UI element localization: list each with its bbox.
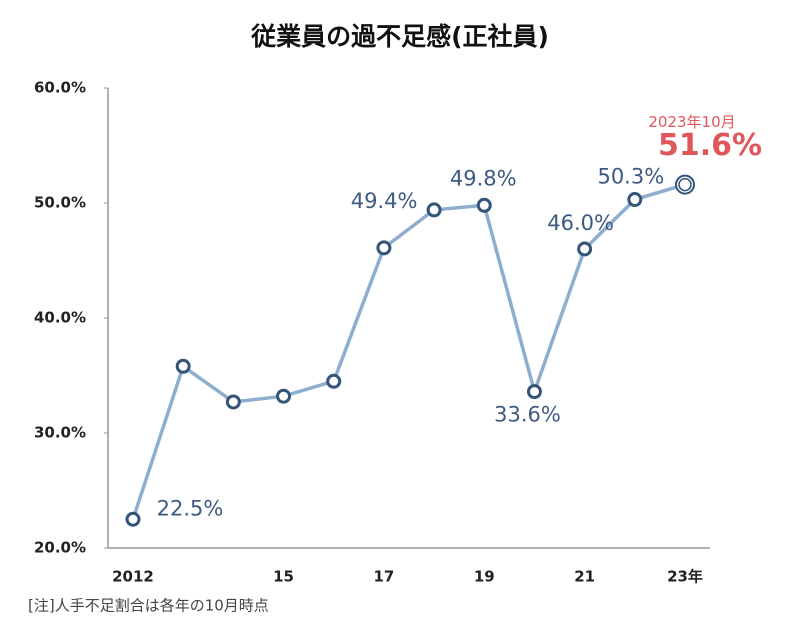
value-label: 51.6% [658,128,762,163]
point [426,202,442,218]
point [276,388,292,404]
point [376,240,392,256]
x-tick-label: 19 [474,568,495,586]
point [175,358,191,374]
y-tick-label: 40.0% [34,309,86,327]
chart-title: 従業員の過不足感(正社員) [250,22,549,51]
point [627,192,643,208]
point [326,373,342,389]
value-label: 22.5% [157,496,224,520]
value-label: 33.6% [494,403,561,427]
x-tick-label: 21 [574,568,595,586]
x-tick-label: 17 [373,568,394,586]
y-tick-label: 50.0% [34,194,86,212]
point [476,197,492,213]
line [131,182,686,520]
value-label: 49.8% [450,166,517,190]
y-tick-label: 20.0% [34,539,86,557]
value-label: 49.4% [351,189,418,213]
annotation: 2023年10月 [648,113,735,131]
point [125,511,141,527]
value-label: 46.0% [547,211,614,235]
point [577,241,593,257]
y-tick-label: 30.0% [34,424,86,442]
note: [注]人手不足割合は各年の10月時点 [28,597,269,615]
point [225,394,241,410]
value-label: 50.3% [597,165,664,189]
x-tick-label: 23年 [667,568,703,586]
point-ring [678,177,692,192]
x-tick-label: 2012 [112,568,154,586]
y-tick-label: 60.0% [34,79,86,97]
point [526,384,542,400]
x-tick-label: 15 [273,568,294,586]
